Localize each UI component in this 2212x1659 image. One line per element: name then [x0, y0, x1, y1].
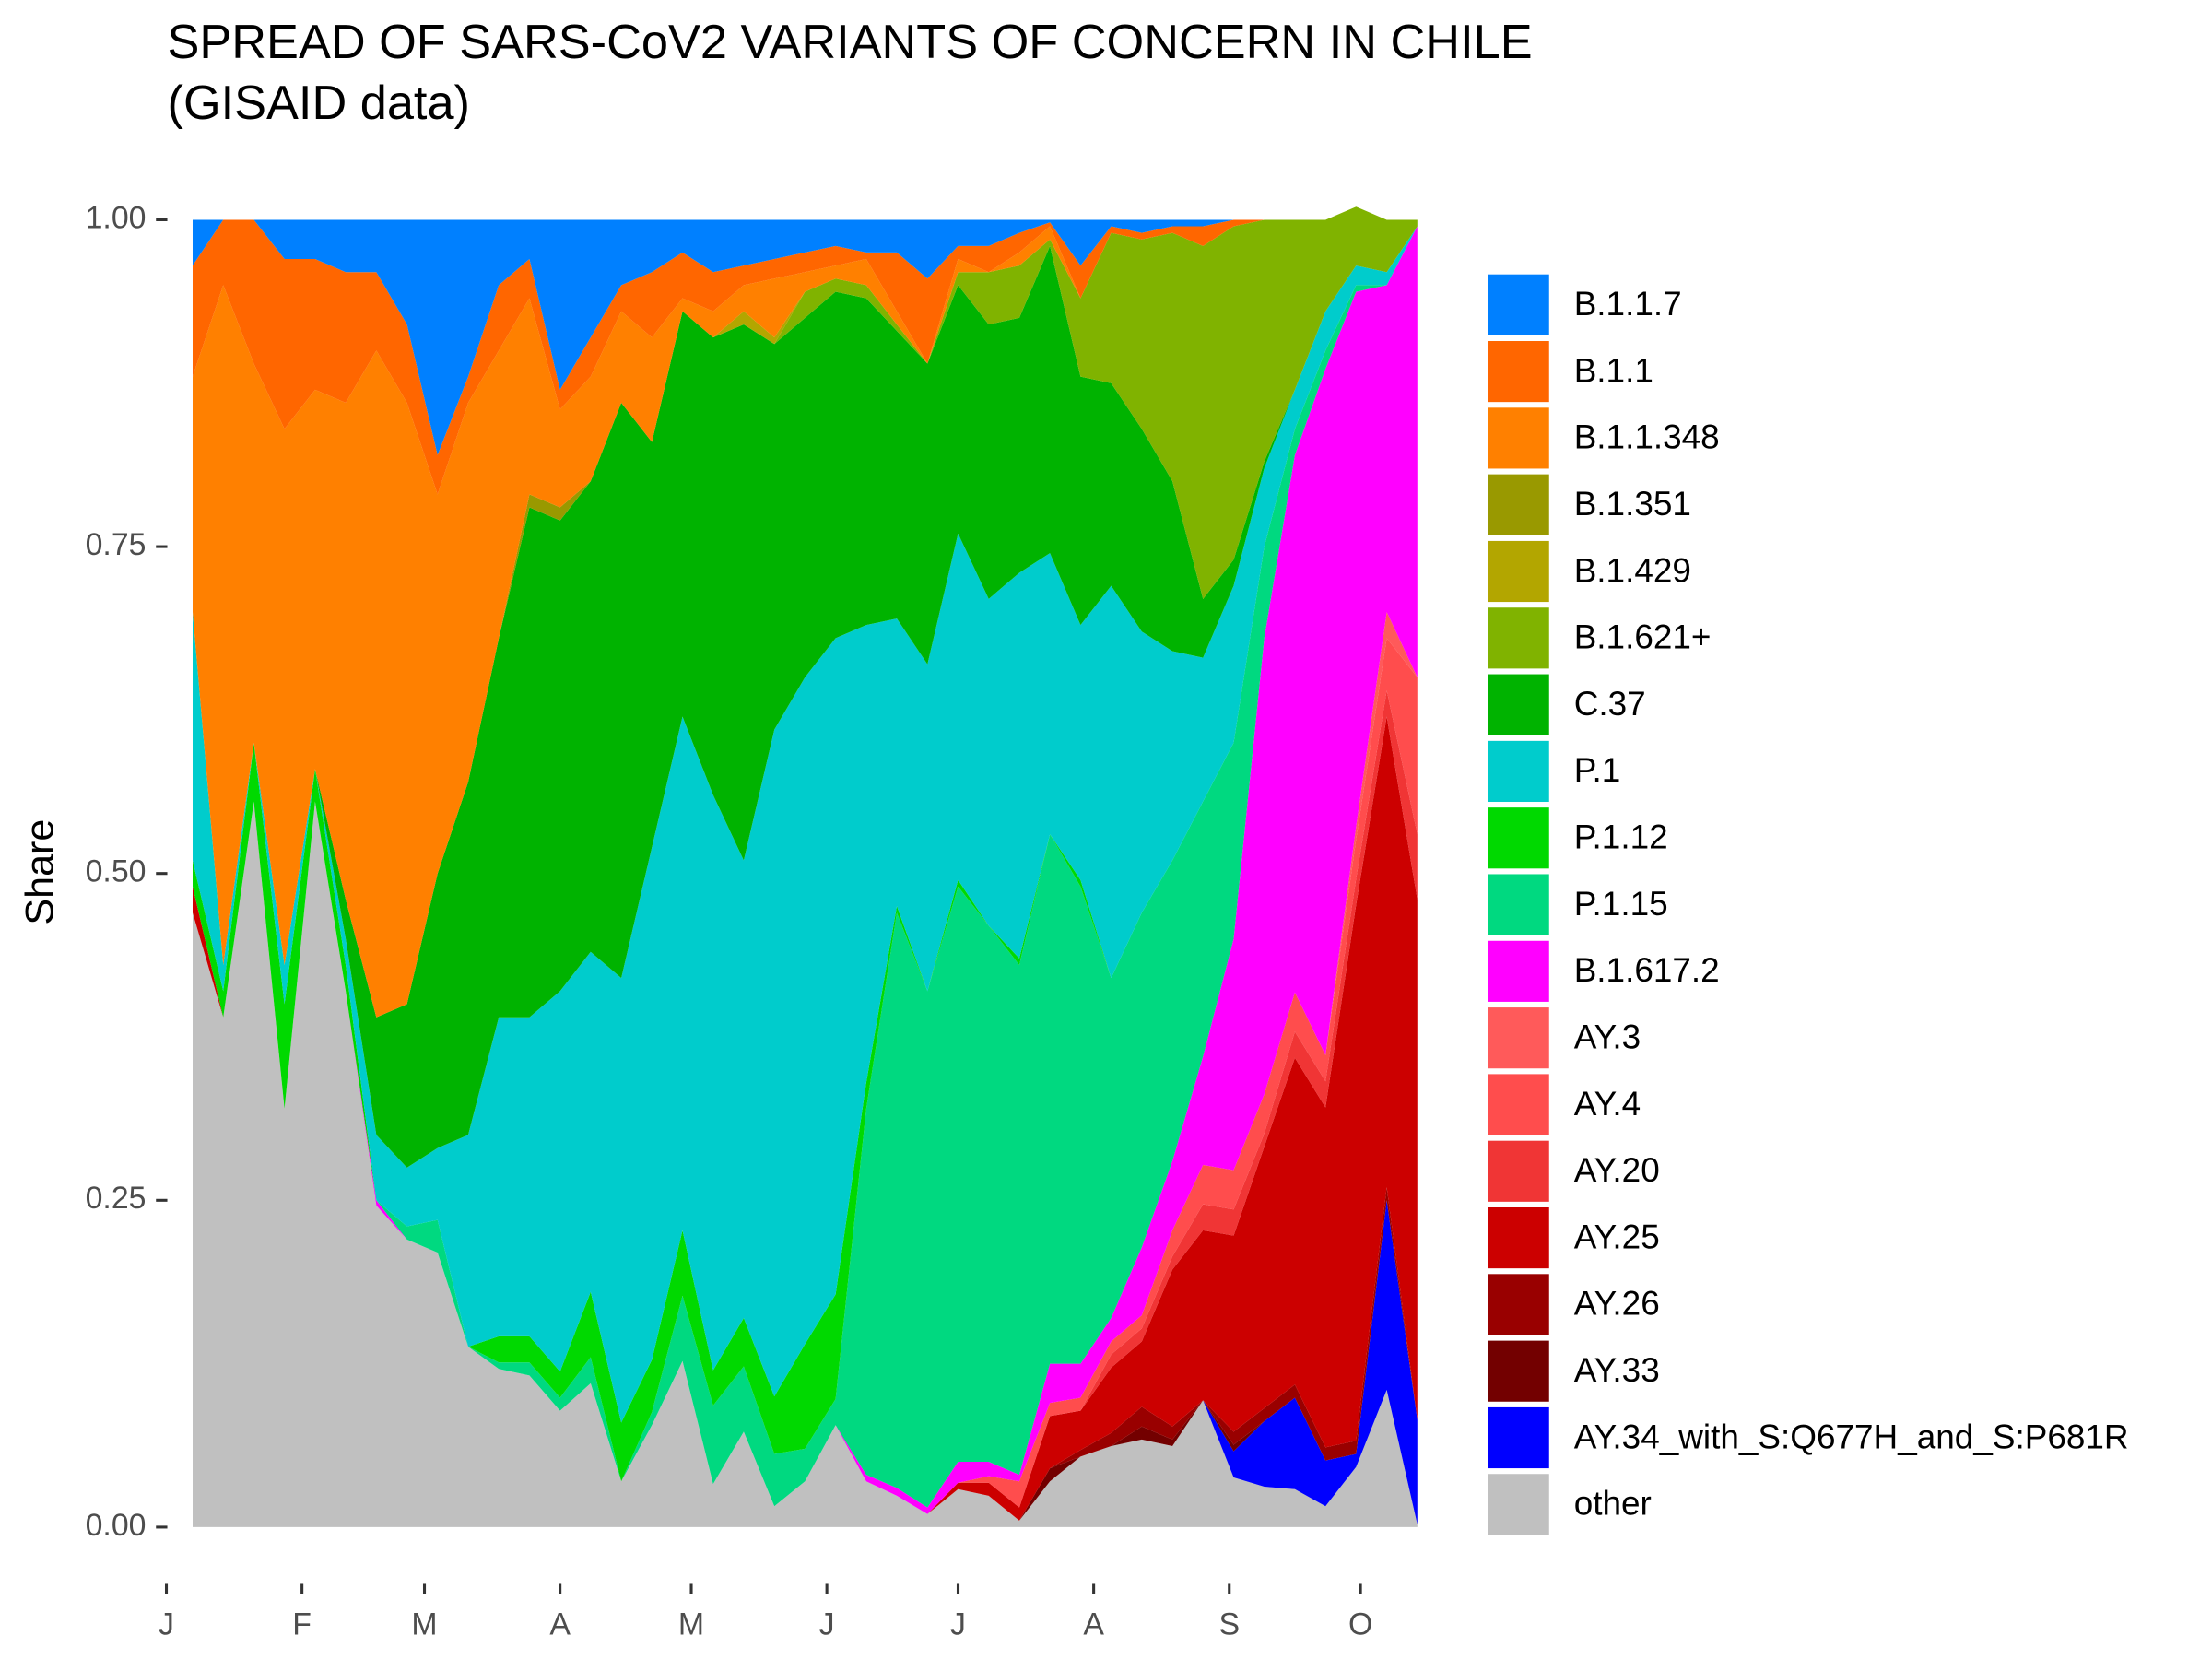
- x-tick-label: F: [292, 1607, 312, 1642]
- x-tick-label: J: [950, 1607, 966, 1642]
- area: [192, 801, 1418, 1525]
- legend-key: [1487, 406, 1551, 470]
- y-tick-label: 0.75: [86, 527, 147, 562]
- legend-key: [1487, 606, 1551, 670]
- legend-label: AY.4: [1574, 1085, 1641, 1123]
- legend-key: [1487, 339, 1551, 404]
- legend-key: [1487, 872, 1551, 937]
- legend-label: P.1.12: [1574, 818, 1668, 856]
- area: [192, 226, 1418, 1423]
- legend-key: [1487, 1339, 1551, 1404]
- area: [192, 206, 1418, 495]
- chart-title: SPREAD OF SARS-CoV2 VARIANTS OF CONCERN …: [168, 16, 1533, 69]
- legend-label: AY.20: [1574, 1151, 1660, 1189]
- legend-key: [1487, 1072, 1551, 1137]
- legend-label: C.37: [1574, 685, 1646, 723]
- legend-key: [1487, 1406, 1551, 1470]
- legend-label: other: [1574, 1485, 1652, 1523]
- legend-label: B.1.1.348: [1574, 418, 1720, 456]
- legend-label: B.1.351: [1574, 485, 1691, 523]
- x-tick-label: S: [1218, 1607, 1240, 1642]
- legend-label: B.1.1.7: [1574, 285, 1682, 323]
- area: [192, 206, 1418, 455]
- y-axis-label: Share: [18, 819, 63, 925]
- x-tick-label: M: [678, 1607, 704, 1642]
- legend-label: B.1.617.2: [1574, 951, 1720, 989]
- y-tick-label: 0.25: [86, 1181, 147, 1216]
- legend-label: AY.34_with_S:Q677H_and_S:P681R: [1574, 1418, 2129, 1455]
- x-tick-label: O: [1348, 1607, 1372, 1642]
- y-tick-label: 1.00: [86, 200, 147, 235]
- legend-key: [1487, 1472, 1551, 1536]
- legend-label: P.1: [1574, 751, 1621, 789]
- legend-key: [1487, 1139, 1551, 1204]
- x-tick-label: M: [411, 1607, 437, 1642]
- legend-label: B.1.429: [1574, 551, 1691, 589]
- area: [192, 206, 1418, 1018]
- legend-key: [1487, 1006, 1551, 1070]
- area: [192, 801, 1418, 1527]
- x-tick-label: A: [549, 1607, 571, 1642]
- area: [192, 206, 1418, 1018]
- legend-label: AY.26: [1574, 1285, 1660, 1323]
- legend-key: [1487, 539, 1551, 604]
- y-tick-label: 0.00: [86, 1508, 147, 1543]
- plot-area: [192, 206, 1418, 1527]
- chart-subtitle: (GISAID data): [168, 76, 470, 130]
- y-tick-label: 0.50: [86, 854, 147, 889]
- area: [192, 226, 1418, 1508]
- legend-key: [1487, 806, 1551, 870]
- legend-key: [1487, 1206, 1551, 1270]
- legend-label: B.1.621+: [1574, 618, 1712, 656]
- x-tick-label: J: [819, 1607, 835, 1642]
- legend-label: AY.3: [1574, 1018, 1641, 1055]
- legend-label: B.1.1: [1574, 351, 1653, 389]
- legend-key: [1487, 1272, 1551, 1336]
- legend-key: [1487, 473, 1551, 537]
- legend-key: [1487, 673, 1551, 737]
- area: [192, 226, 1418, 1168]
- x-tick-label: J: [159, 1607, 174, 1642]
- legend-label: AY.25: [1574, 1218, 1660, 1255]
- legend-key: [1487, 939, 1551, 1004]
- legend-label: P.1.15: [1574, 885, 1668, 923]
- legend-key: [1487, 739, 1551, 804]
- x-tick-label: A: [1083, 1607, 1104, 1642]
- legend-key: [1487, 273, 1551, 337]
- legend-label: AY.33: [1574, 1351, 1660, 1389]
